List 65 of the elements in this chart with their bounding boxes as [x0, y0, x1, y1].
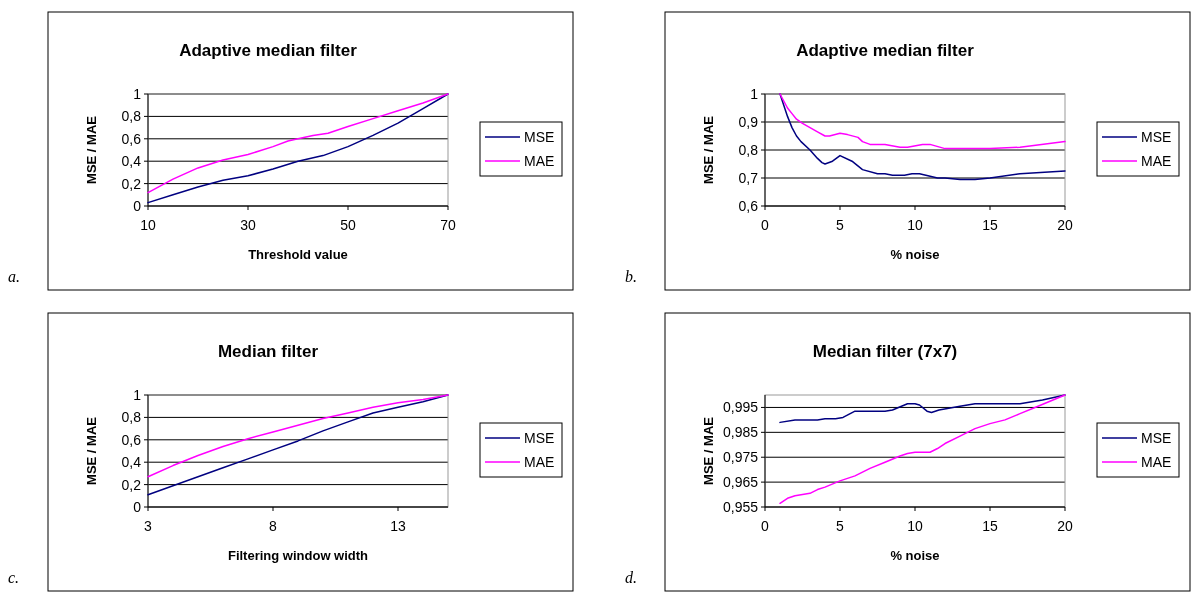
text: b. [625, 268, 637, 285]
line-series [779, 93, 1066, 150]
x-tick-label: 5 [836, 217, 845, 233]
y-tick-label: 0,6 [121, 431, 142, 448]
y-tick-label: 0,2 [121, 175, 142, 192]
chart-title: Adaptive median filter [796, 41, 975, 60]
y-tick-label: 0,995 [722, 399, 759, 416]
y-tick-label: 0,985 [722, 424, 759, 441]
y-tick-label: 0,955 [722, 498, 759, 515]
y-tick-label: 1 [750, 85, 759, 102]
legend-label: MSE [524, 128, 555, 145]
chart-title: Median filter [217, 342, 319, 361]
y-axis-title: MSE / MAE [701, 115, 716, 184]
x-tick-label: 8 [269, 518, 278, 534]
x-tick-label: 70 [440, 217, 456, 233]
x-tick-label: 10 [140, 217, 156, 233]
x-tick-label: 30 [240, 217, 256, 233]
legend-label: MAE [524, 453, 555, 470]
x-tick-label: 5 [836, 518, 845, 534]
chart-title: Median filter (7x7) [812, 342, 958, 361]
y-tick-label: 0,4 [121, 153, 142, 170]
line-series [779, 394, 1066, 505]
x-tick-label: 10 [907, 217, 923, 233]
y-tick-label: 1 [133, 386, 142, 403]
x-tick-label: 20 [1057, 518, 1073, 534]
legend-label: MAE [1141, 453, 1172, 470]
text: d. [625, 569, 637, 586]
y-tick-label: 0,8 [121, 108, 142, 125]
text: c. [8, 569, 20, 586]
y-tick-label: 0,4 [121, 454, 142, 471]
chart-title: Adaptive median filter [179, 41, 358, 60]
y-tick-label: 0 [133, 197, 142, 214]
y-tick-label: 0,965 [722, 474, 759, 491]
y-tick-label: 0,8 [121, 409, 142, 426]
x-axis-title: % noise [890, 548, 940, 563]
y-axis-title: MSE / MAE [84, 416, 99, 485]
text: a. [8, 268, 20, 285]
y-tick-label: 0 [133, 498, 142, 515]
y-tick-label: 0,9 [738, 113, 759, 130]
legend-label: MSE [524, 429, 555, 446]
x-tick-label: 0 [761, 518, 770, 534]
x-tick-label: 3 [144, 518, 153, 534]
y-tick-label: 0,2 [121, 476, 142, 493]
legend-label: MAE [524, 152, 555, 169]
x-tick-label: 0 [761, 217, 770, 233]
x-tick-label: 20 [1057, 217, 1073, 233]
x-axis-title: % noise [890, 247, 940, 262]
y-axis-title: MSE / MAE [84, 115, 99, 184]
y-tick-label: 0,6 [738, 197, 759, 214]
x-tick-label: 13 [390, 518, 406, 534]
x-tick-label: 10 [907, 518, 923, 534]
x-axis-title: Threshold value [248, 247, 348, 262]
y-tick-label: 0,975 [722, 449, 759, 466]
y-tick-label: 0,7 [738, 169, 759, 186]
y-tick-label: 0,8 [738, 141, 759, 158]
y-tick-label: 0,6 [121, 130, 142, 147]
x-tick-label: 50 [340, 217, 356, 233]
y-axis-title: MSE / MAE [701, 416, 716, 485]
legend-label: MSE [1141, 429, 1172, 446]
legend-label: MAE [1141, 152, 1172, 169]
y-tick-label: 1 [133, 85, 142, 102]
legend-label: MSE [1141, 128, 1172, 145]
x-tick-label: 15 [982, 217, 998, 233]
x-axis-title: Filtering window width [227, 548, 369, 563]
x-tick-label: 15 [982, 518, 998, 534]
